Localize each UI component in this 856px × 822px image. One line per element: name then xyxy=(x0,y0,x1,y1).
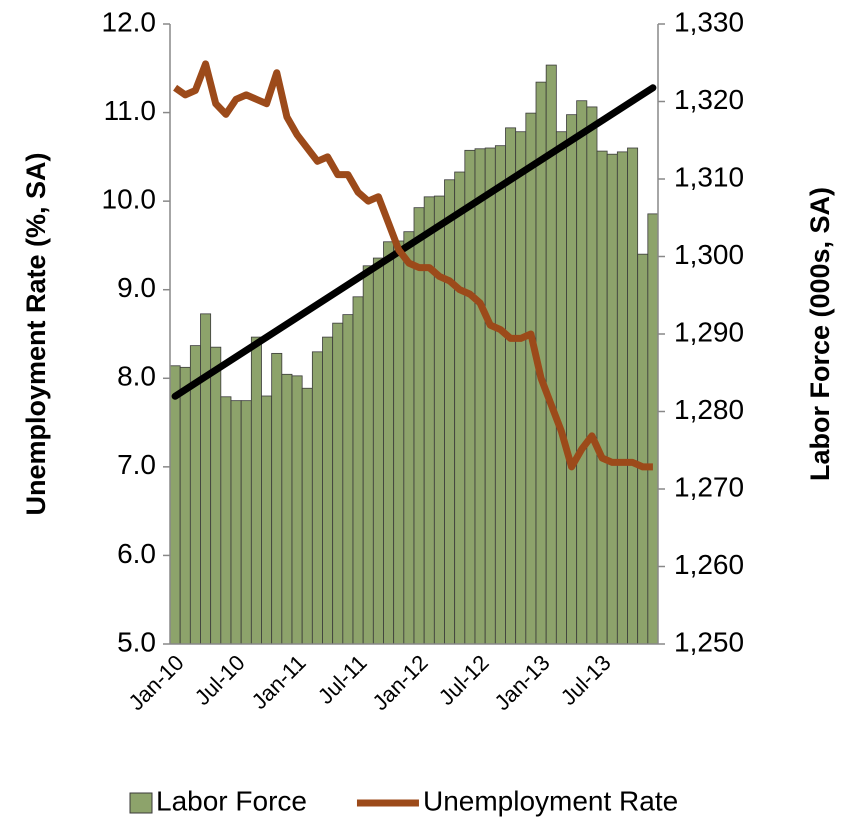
y2-tick-label: 1,300 xyxy=(674,239,744,270)
bar xyxy=(281,373,293,645)
y-tick-label: 7.0 xyxy=(117,449,156,480)
y2-tick-label: 1,320 xyxy=(674,84,744,115)
legend-label: Labor Force xyxy=(156,785,307,816)
bar xyxy=(403,231,415,645)
bar xyxy=(169,365,181,645)
bar xyxy=(291,375,303,645)
bar xyxy=(332,322,344,645)
bar xyxy=(596,150,608,645)
x-tick-label: Jan-13 xyxy=(489,650,554,715)
bar xyxy=(627,147,639,645)
bar xyxy=(352,296,364,645)
y-tick-label: 12.0 xyxy=(102,6,157,37)
bar xyxy=(311,351,323,645)
y2-tick-label: 1,330 xyxy=(674,6,744,37)
bar xyxy=(301,387,313,645)
y2-tick-label: 1,290 xyxy=(674,316,744,347)
x-tick-label: Jul-10 xyxy=(190,650,250,710)
bar xyxy=(637,253,649,645)
x-tick-label: Jan-12 xyxy=(367,650,432,715)
x-tick-label: Jul-12 xyxy=(434,650,494,710)
bar xyxy=(555,131,567,645)
bar xyxy=(647,213,659,645)
y2-tick-label: 1,250 xyxy=(674,626,744,657)
y-tick-label: 5.0 xyxy=(117,626,156,657)
bar xyxy=(342,314,354,645)
bar xyxy=(525,112,537,645)
bar xyxy=(230,400,242,645)
bar xyxy=(444,179,456,645)
bar xyxy=(606,153,618,645)
bar xyxy=(423,196,435,645)
bar xyxy=(220,396,232,645)
y-tick-label: 11.0 xyxy=(104,95,156,126)
bar xyxy=(322,336,334,645)
bar xyxy=(484,147,496,645)
legend-swatch xyxy=(129,792,153,814)
bar xyxy=(393,240,405,645)
x-tick-label: Jul-11 xyxy=(313,650,372,709)
bar xyxy=(271,352,283,645)
y2-tick-label: 1,270 xyxy=(674,471,744,502)
y-tick-label: 8.0 xyxy=(117,361,156,392)
bar xyxy=(464,149,476,645)
y-tick-label: 10.0 xyxy=(102,184,157,215)
y2-axis-title: Labor Force (000s, SA) xyxy=(805,187,835,481)
y2-tick-label: 1,310 xyxy=(674,161,744,192)
y2-tick-label: 1,280 xyxy=(674,394,744,425)
bar xyxy=(210,346,222,645)
y2-tick-label: 1,260 xyxy=(674,549,744,580)
bar xyxy=(494,145,506,645)
bar xyxy=(179,366,191,645)
bar xyxy=(362,265,374,645)
bar xyxy=(454,171,466,645)
x-tick-label: Jul-13 xyxy=(556,650,616,710)
bar xyxy=(261,395,273,645)
trendline xyxy=(171,84,657,400)
bar xyxy=(250,336,262,645)
y-axis-title: Unemployment Rate (%, SA) xyxy=(21,152,51,515)
bar xyxy=(576,100,588,645)
legend-label: Unemployment Rate xyxy=(423,785,678,816)
bar xyxy=(586,106,598,645)
bar xyxy=(474,148,486,645)
bar xyxy=(515,131,527,645)
bar xyxy=(566,114,578,645)
bar xyxy=(383,241,395,645)
line xyxy=(173,60,653,471)
bar xyxy=(505,127,517,645)
x-tick-label: Jan-10 xyxy=(123,650,188,715)
bar xyxy=(413,207,425,645)
bar xyxy=(200,313,212,645)
y-tick-label: 9.0 xyxy=(117,272,156,303)
bar xyxy=(240,400,252,645)
y-tick-label: 6.0 xyxy=(117,538,156,569)
bar xyxy=(372,257,384,645)
bar xyxy=(616,151,628,645)
x-tick-label: Jan-11 xyxy=(247,650,311,714)
bar xyxy=(189,345,201,645)
bar xyxy=(433,195,445,645)
